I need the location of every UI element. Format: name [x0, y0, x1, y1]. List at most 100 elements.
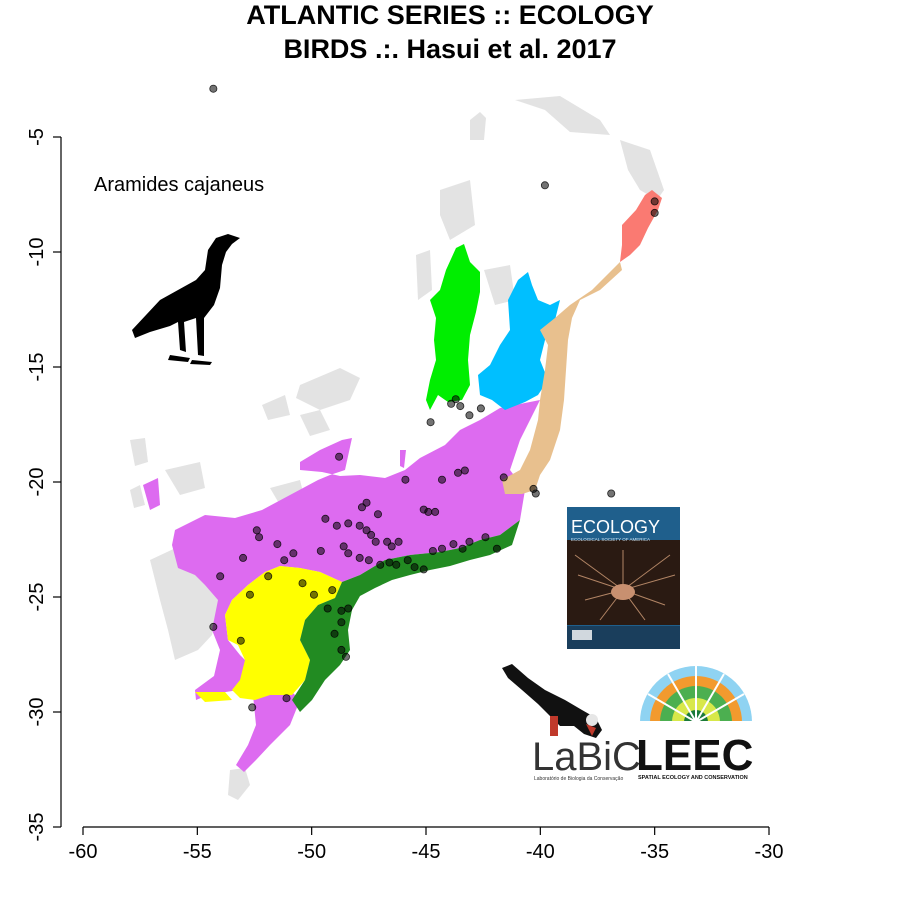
occurrence-point — [401, 475, 410, 484]
y-tick-label: -5 — [26, 128, 48, 146]
region-bright-green — [426, 244, 480, 410]
occurrence-point — [499, 473, 508, 482]
occurrence-point — [357, 503, 366, 512]
occurrence-point — [321, 514, 330, 523]
occurrence-point — [264, 572, 273, 581]
leec-name: LEEC — [636, 731, 753, 780]
occurrence-point — [476, 404, 485, 413]
labic-logo: LaBiC Laboratório de Biologia da Conserv… — [502, 664, 641, 782]
y-axis — [53, 136, 62, 828]
leec-logo: LEEC SPATIAL ECOLOGY AND CONSERVATION — [636, 666, 756, 781]
occurrence-point — [394, 537, 403, 546]
y-tick-label: -10 — [26, 238, 48, 267]
occurrence-point — [309, 590, 318, 599]
region-yellow — [195, 566, 342, 702]
y-tick-label: -25 — [26, 583, 48, 612]
occurrence-point — [650, 197, 659, 206]
x-tick-label: -60 — [69, 841, 98, 863]
occurrence-point — [316, 547, 325, 556]
occurrence-point — [339, 542, 348, 551]
occurrence-point — [280, 556, 289, 565]
occurrence-point — [531, 489, 540, 498]
occurrence-point — [447, 399, 456, 408]
occurrence-point — [335, 452, 344, 461]
occurrence-point — [410, 563, 419, 572]
x-tick-label: -30 — [755, 841, 784, 863]
occurrence-point — [540, 181, 549, 190]
occurrence-point — [607, 489, 616, 498]
occurrence-point — [373, 510, 382, 519]
occurrence-point — [481, 533, 490, 542]
occurrence-point — [458, 544, 467, 553]
occurrence-point — [328, 586, 337, 595]
map-subtitle: BIRDS .:. Hasui et al. 2017 — [283, 34, 617, 64]
occurrence-point — [323, 604, 332, 613]
occurrence-point — [289, 549, 298, 558]
occurrence-point — [252, 526, 261, 535]
x-tick-label: -45 — [412, 841, 441, 863]
occurrence-point — [403, 556, 412, 565]
journal-cover: ECOLOGY ECOLOGICAL SOCIETY OF AMERICA — [567, 507, 680, 649]
occurrence-point — [337, 606, 346, 615]
map-title: ATLANTIC SERIES :: ECOLOGY — [246, 0, 654, 30]
leec-subtitle: SPATIAL ECOLOGY AND CONSERVATION — [638, 775, 748, 781]
occurrence-point — [367, 530, 376, 539]
y-tick-label: -15 — [26, 353, 48, 382]
labic-subtitle: Laboratório de Biologia da Conservação — [534, 776, 623, 782]
bird-silhouette-icon — [132, 234, 240, 365]
occurrence-point — [426, 418, 435, 427]
occurrence-point — [438, 544, 447, 553]
occurrence-point — [209, 622, 218, 631]
occurrence-point — [239, 553, 248, 562]
x-tick-label: -55 — [183, 841, 212, 863]
occurrence-point — [298, 579, 307, 588]
occurrence-point — [387, 542, 396, 551]
y-tick-label: -30 — [26, 698, 48, 727]
occurrence-point — [245, 590, 254, 599]
occurrence-point — [330, 629, 339, 638]
y-tick-label: -20 — [26, 468, 48, 497]
occurrence-point — [465, 411, 474, 420]
occurrence-point — [273, 540, 282, 549]
region-sky-blue — [478, 272, 560, 410]
occurrence-point — [337, 618, 346, 627]
region-tan — [502, 262, 622, 494]
occurrence-point — [344, 549, 353, 558]
occurrence-point — [449, 540, 458, 549]
occurrence-point — [456, 402, 465, 411]
occurrence-point — [650, 208, 659, 217]
occurrence-point — [248, 703, 257, 712]
region-salmon — [620, 190, 662, 262]
occurrence-point — [424, 507, 433, 516]
journal-subtitle: ECOLOGICAL SOCIETY OF AMERICA — [571, 537, 650, 542]
occurrence-point — [236, 636, 245, 645]
occurrence-point — [454, 468, 463, 477]
occurrence-point — [209, 84, 218, 93]
species-label: Aramides cajaneus — [94, 174, 264, 196]
occurrence-point — [355, 553, 364, 562]
occurrence-point — [364, 556, 373, 565]
journal-title: ECOLOGY — [571, 517, 660, 537]
occurrence-point — [332, 521, 341, 530]
labic-name: LaBiC — [532, 735, 641, 779]
occurrence-point — [344, 604, 353, 613]
occurrence-points — [209, 84, 659, 712]
occurrence-point — [282, 694, 291, 703]
occurrence-point — [355, 521, 364, 530]
x-tick-label: -50 — [297, 841, 326, 863]
occurrence-point — [385, 558, 394, 567]
occurrence-point — [255, 533, 264, 542]
occurrence-point — [376, 560, 385, 569]
occurrence-point — [465, 537, 474, 546]
occurrence-point — [460, 466, 469, 475]
occurrence-point — [371, 537, 380, 546]
occurrence-point — [431, 507, 440, 516]
occurrence-point — [344, 519, 353, 528]
occurrence-point — [438, 475, 447, 484]
occurrence-point — [392, 560, 401, 569]
region-violet — [143, 400, 540, 772]
region-background-gray — [130, 96, 664, 800]
x-tick-label: -40 — [526, 841, 555, 863]
x-tick-label: -35 — [640, 841, 669, 863]
